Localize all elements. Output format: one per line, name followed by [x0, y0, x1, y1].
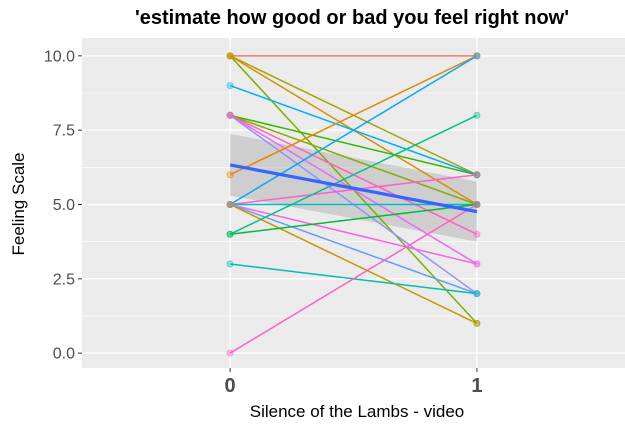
data-point — [226, 171, 234, 179]
series-line — [230, 203, 477, 235]
series-line — [229, 55, 478, 206]
data-point — [226, 200, 234, 208]
y-tick-label: 5.0 — [53, 197, 75, 214]
data-point — [473, 200, 481, 208]
y-tick-label: 0.0 — [53, 346, 75, 363]
trend-line — [229, 163, 478, 214]
data-point — [473, 171, 481, 179]
series-line — [229, 203, 478, 354]
data-point — [473, 319, 481, 327]
y-tick-label: 2.5 — [53, 271, 75, 288]
x-tick-label: 1 — [471, 375, 482, 397]
data-point — [226, 230, 234, 238]
data-point — [473, 230, 481, 238]
data-point — [473, 290, 481, 298]
data-point — [226, 349, 234, 357]
y-tick-label: 7.5 — [53, 123, 75, 140]
y-tick-label: 10.0 — [44, 48, 75, 65]
series-line — [229, 55, 478, 176]
data-point — [473, 52, 481, 60]
data-point — [226, 260, 234, 268]
series-line — [229, 114, 478, 206]
series-line — [229, 203, 478, 325]
minor-gridlines — [82, 92, 625, 317]
chart-title: 'estimate how good or bad you feel right… — [135, 7, 569, 29]
data-point — [473, 111, 481, 119]
data-point — [226, 52, 234, 60]
data-point — [473, 260, 481, 268]
data-point — [226, 82, 234, 90]
series-line — [229, 114, 478, 176]
data-point — [226, 111, 234, 119]
y-axis: 0.0 2.5 5.0 7.5 10.0 — [44, 48, 82, 363]
points-layer — [226, 52, 481, 357]
x-axis-title: Silence of the Lambs - video — [250, 402, 465, 421]
x-tick-label: 0 — [225, 375, 236, 397]
y-axis-title: Feeling Scale — [9, 152, 28, 255]
series-line — [229, 114, 478, 235]
series-line — [229, 203, 478, 295]
trend-layer — [229, 163, 478, 214]
